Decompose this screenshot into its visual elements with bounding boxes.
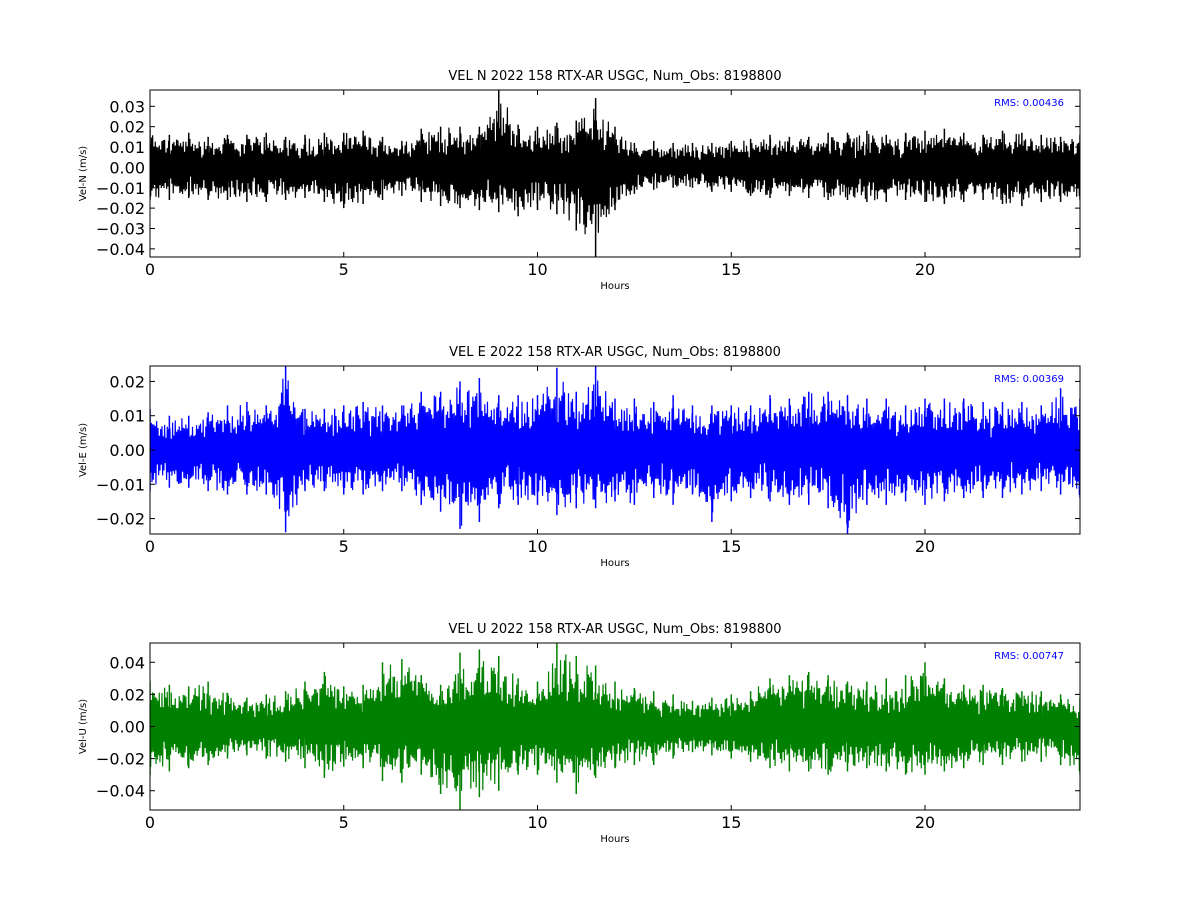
y-tick-label-east-4: 0.02 (109, 372, 145, 391)
x-tick-label-east-0: 0 (145, 537, 155, 556)
rms-annotation-east: RMS: 0.00369 (994, 374, 1064, 385)
x-tick-label-north-3: 15 (721, 260, 741, 279)
y-tick-label-north-3: −0.01 (96, 179, 145, 198)
y-tick-label-up-1: −0.02 (96, 750, 145, 769)
y-tick-label-north-6: 0.02 (109, 118, 145, 137)
y-tick-label-up-2: 0.00 (109, 718, 145, 737)
y-axis-label-east: Vel-E (m/s) (78, 423, 89, 477)
y-tick-label-east-1: −0.01 (96, 475, 145, 494)
x-tick-label-east-1: 5 (339, 537, 349, 556)
rms-annotation-up: RMS: 0.00747 (994, 651, 1064, 662)
axes-frame-north (149, 89, 1081, 258)
y-tick-label-north-0: −0.04 (96, 240, 145, 259)
x-axis-label-north: Hours (600, 281, 629, 292)
y-tick-label-up-3: 0.02 (109, 685, 145, 704)
y-tick-label-north-2: −0.02 (96, 199, 145, 218)
y-tick-label-north-7: 0.03 (109, 97, 145, 116)
chart-title-east: VEL E 2022 158 RTX-AR USGC, Num_Obs: 819… (449, 345, 781, 360)
chart-title-up: VEL U 2022 158 RTX-AR USGC, Num_Obs: 819… (448, 622, 781, 637)
y-axis-label-up: Vel-U (m/s) (78, 699, 89, 754)
chart-panel-up: 0 5 10 15 20 −0.04 −0.02 0.00 0.02 0.04 VEL U 2022… (78, 622, 1081, 845)
y-tick-label-east-0: −0.02 (96, 510, 145, 529)
y-tick-label-north-4: 0.00 (109, 158, 145, 177)
y-tick-label-north-5: 0.01 (109, 138, 145, 157)
y-tick-label-up-4: 0.04 (109, 653, 145, 672)
x-tick-label-up-0: 0 (145, 813, 155, 832)
x-tick-label-east-3: 15 (721, 537, 741, 556)
chart-panel-north: 0 5 10 15 20 −0.04 −0.03−0.02−0.01 0.000.010.02… (78, 69, 1081, 292)
y-tick-label-east-3: 0.01 (109, 407, 145, 426)
x-tick-label-east-2: 10 (527, 537, 547, 556)
chart-title-north: VEL N 2022 158 RTX-AR USGC, Num_Obs: 819… (448, 69, 781, 84)
x-tick-label-up-2: 10 (527, 813, 547, 832)
x-axis-label-up: Hours (600, 834, 629, 845)
y-tick-label-up-0: −0.04 (96, 782, 145, 801)
rms-annotation-north: RMS: 0.00436 (994, 98, 1064, 109)
x-tick-label-up-4: 20 (915, 813, 935, 832)
y-axis-label-north: Vel-N (m/s) (78, 146, 89, 201)
y-tick-label-east-2: 0.00 (109, 441, 145, 460)
x-axis-label-east: Hours (600, 558, 629, 569)
y-tick-label-north-1: −0.03 (96, 219, 145, 238)
x-tick-label-north-2: 10 (527, 260, 547, 279)
x-tick-label-up-3: 15 (721, 813, 741, 832)
x-tick-label-east-4: 20 (915, 537, 935, 556)
x-tick-label-up-1: 5 (339, 813, 349, 832)
chart-panel-east: 0 5 10 15 20 −0.02 −0.01 0.00 0.01 0.02 VEL E 2022… (78, 345, 1081, 569)
x-tick-label-north-4: 20 (915, 260, 935, 279)
x-tick-label-north-1: 5 (339, 260, 349, 279)
x-tick-label-north-0: 0 (145, 260, 155, 279)
